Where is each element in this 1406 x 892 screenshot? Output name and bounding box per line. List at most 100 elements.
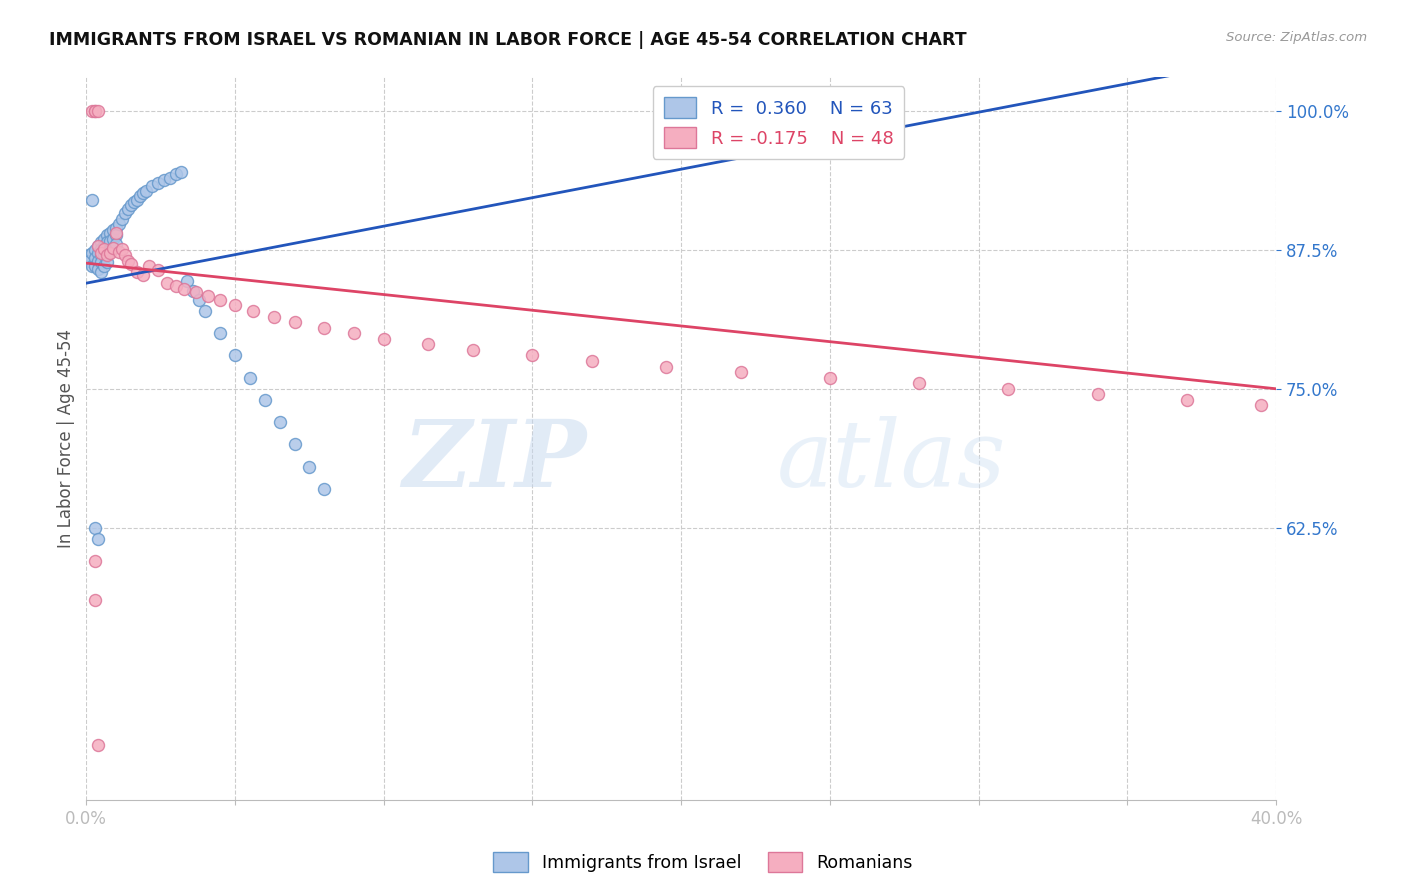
Point bbox=[908, 376, 931, 391]
Point bbox=[1087, 387, 1109, 401]
Point bbox=[87, 239, 110, 253]
Point bbox=[283, 437, 305, 451]
Point bbox=[730, 365, 752, 379]
Point bbox=[522, 348, 544, 362]
Point bbox=[1250, 399, 1272, 413]
Point bbox=[183, 284, 205, 298]
Point bbox=[96, 244, 118, 258]
Point bbox=[125, 193, 148, 207]
Point bbox=[253, 392, 276, 407]
Point bbox=[120, 257, 142, 271]
Point bbox=[209, 326, 232, 341]
Point bbox=[84, 103, 107, 118]
Point bbox=[655, 359, 678, 374]
Point bbox=[283, 315, 305, 329]
Point bbox=[114, 206, 136, 220]
Point bbox=[242, 304, 264, 318]
Point bbox=[87, 532, 110, 546]
Point bbox=[90, 255, 112, 269]
Point bbox=[132, 186, 155, 200]
Point bbox=[818, 370, 841, 384]
Point bbox=[84, 521, 107, 535]
Point bbox=[105, 226, 128, 240]
Text: atlas: atlas bbox=[776, 416, 1005, 506]
Text: ZIP: ZIP bbox=[402, 416, 586, 506]
Point bbox=[90, 248, 112, 262]
Point bbox=[82, 260, 104, 274]
Point bbox=[269, 415, 291, 429]
Point bbox=[93, 232, 115, 246]
Point bbox=[84, 593, 107, 607]
Point bbox=[96, 255, 118, 269]
Legend: R =  0.360    N = 63, R = -0.175    N = 48: R = 0.360 N = 63, R = -0.175 N = 48 bbox=[652, 87, 904, 159]
Point bbox=[128, 189, 150, 203]
Point bbox=[87, 103, 110, 118]
Point bbox=[98, 246, 121, 260]
Point bbox=[84, 554, 107, 568]
Point bbox=[194, 304, 217, 318]
Point bbox=[343, 326, 366, 341]
Point bbox=[120, 198, 142, 212]
Point bbox=[93, 239, 115, 253]
Point bbox=[105, 220, 128, 235]
Point bbox=[138, 260, 160, 274]
Point bbox=[87, 246, 110, 260]
Point bbox=[209, 293, 232, 307]
Point bbox=[122, 194, 145, 209]
Point bbox=[84, 243, 107, 257]
Point bbox=[155, 276, 177, 290]
Point bbox=[98, 234, 121, 248]
Point bbox=[111, 242, 134, 256]
Point bbox=[314, 320, 336, 334]
Point bbox=[418, 337, 440, 351]
Point bbox=[173, 282, 195, 296]
Point bbox=[77, 254, 100, 268]
Point bbox=[101, 241, 124, 255]
Point bbox=[108, 217, 131, 231]
Point bbox=[87, 239, 110, 253]
Point bbox=[224, 298, 246, 312]
Point bbox=[125, 265, 148, 279]
Point bbox=[373, 332, 395, 346]
Point bbox=[117, 254, 139, 268]
Point bbox=[93, 248, 115, 262]
Point bbox=[165, 279, 187, 293]
Point bbox=[82, 246, 104, 260]
Text: IMMIGRANTS FROM ISRAEL VS ROMANIAN IN LABOR FORCE | AGE 45-54 CORRELATION CHART: IMMIGRANTS FROM ISRAEL VS ROMANIAN IN LA… bbox=[49, 31, 967, 49]
Point bbox=[108, 245, 131, 260]
Point bbox=[101, 232, 124, 246]
Point bbox=[298, 459, 321, 474]
Point bbox=[197, 289, 219, 303]
Point bbox=[93, 242, 115, 256]
Point bbox=[135, 184, 157, 198]
Point bbox=[159, 170, 181, 185]
Point bbox=[96, 248, 118, 262]
Point bbox=[117, 202, 139, 216]
Point bbox=[87, 261, 110, 276]
Point bbox=[263, 310, 285, 324]
Point bbox=[98, 226, 121, 240]
Point bbox=[82, 103, 104, 118]
Point bbox=[93, 260, 115, 274]
Point bbox=[141, 179, 163, 194]
Point bbox=[77, 248, 100, 262]
Point bbox=[132, 268, 155, 283]
Point bbox=[101, 223, 124, 237]
Point bbox=[98, 243, 121, 257]
Point bbox=[90, 235, 112, 249]
Point bbox=[84, 103, 107, 118]
Point bbox=[314, 482, 336, 496]
Point bbox=[87, 254, 110, 268]
Point bbox=[146, 176, 169, 190]
Point bbox=[105, 228, 128, 243]
Point bbox=[90, 246, 112, 260]
Point bbox=[188, 293, 211, 307]
Point bbox=[176, 274, 198, 288]
Point bbox=[90, 242, 112, 256]
Point bbox=[111, 211, 134, 226]
Text: Source: ZipAtlas.com: Source: ZipAtlas.com bbox=[1226, 31, 1367, 45]
Y-axis label: In Labor Force | Age 45-54: In Labor Force | Age 45-54 bbox=[58, 329, 75, 549]
Point bbox=[96, 228, 118, 243]
Point bbox=[170, 165, 193, 179]
Point bbox=[96, 235, 118, 249]
